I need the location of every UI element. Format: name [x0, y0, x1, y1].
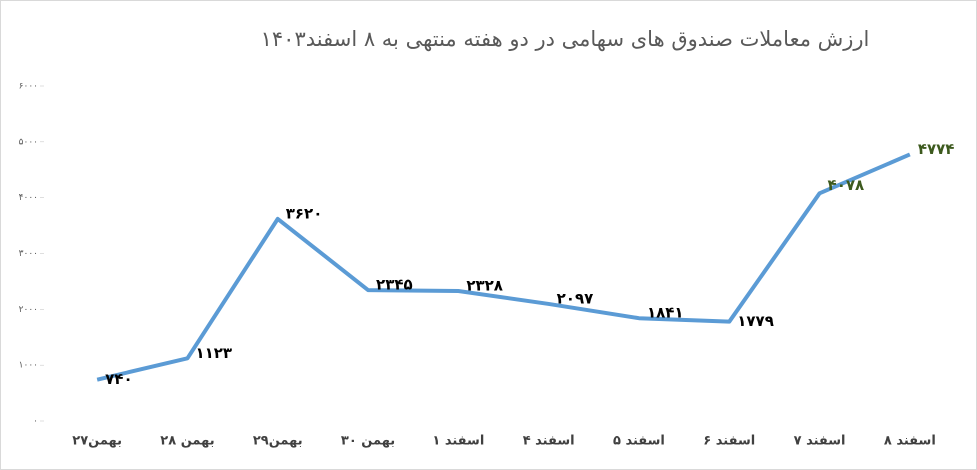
- data-label: ۲۳۴۵: [376, 276, 413, 294]
- data-label: ۳۶۲۰: [286, 204, 323, 222]
- x-tick-label: ۵ اسفند: [613, 434, 665, 449]
- data-label: ۱۱۲۳: [195, 344, 232, 362]
- data-label: ۲۳۲۸: [466, 277, 503, 295]
- data-label: ۷۴۰: [105, 370, 132, 388]
- x-tick-label: ۲۹بهمن: [253, 434, 303, 449]
- data-label: ۲۰۹۷: [557, 289, 594, 307]
- y-tick-label: ۱۰۰۰: [19, 361, 38, 371]
- y-tick-label: ۵۰۰۰: [19, 137, 38, 147]
- y-tick-label: ۴۰۰۰: [19, 193, 38, 203]
- x-tick-label: ۴ اسفند: [523, 434, 575, 449]
- x-tick-label: ۷ اسفند: [794, 434, 846, 449]
- data-label: ۱۷۷۹: [737, 312, 774, 330]
- x-tick-label: ۳۰ بهمن: [341, 434, 395, 449]
- x-tick-label: ۱ اسفند: [432, 434, 484, 449]
- data-label: ۱۸۴۱: [647, 304, 684, 322]
- y-tick-label: ۲۰۰۰: [19, 305, 38, 315]
- data-label: ۴۷۷۴: [918, 140, 955, 158]
- data-label: ۴۰۷۸: [828, 176, 865, 194]
- y-tick-label: ۰: [33, 417, 38, 427]
- chart-title: ارزش معاملات صندوق های سهامی در دو هفته …: [261, 27, 870, 51]
- x-tick-label: ۲۷بهمن: [72, 434, 122, 449]
- x-tick-label: ۲۸ بهمن: [160, 434, 214, 449]
- series-line: [96, 152, 911, 382]
- y-tick-label: ۳۰۰۰: [19, 249, 38, 259]
- x-tick-label: ۸ اسفند: [884, 434, 936, 449]
- y-tick-label: ۶۰۰۰: [19, 82, 38, 92]
- x-tick-label: ۶ اسفند: [703, 434, 755, 449]
